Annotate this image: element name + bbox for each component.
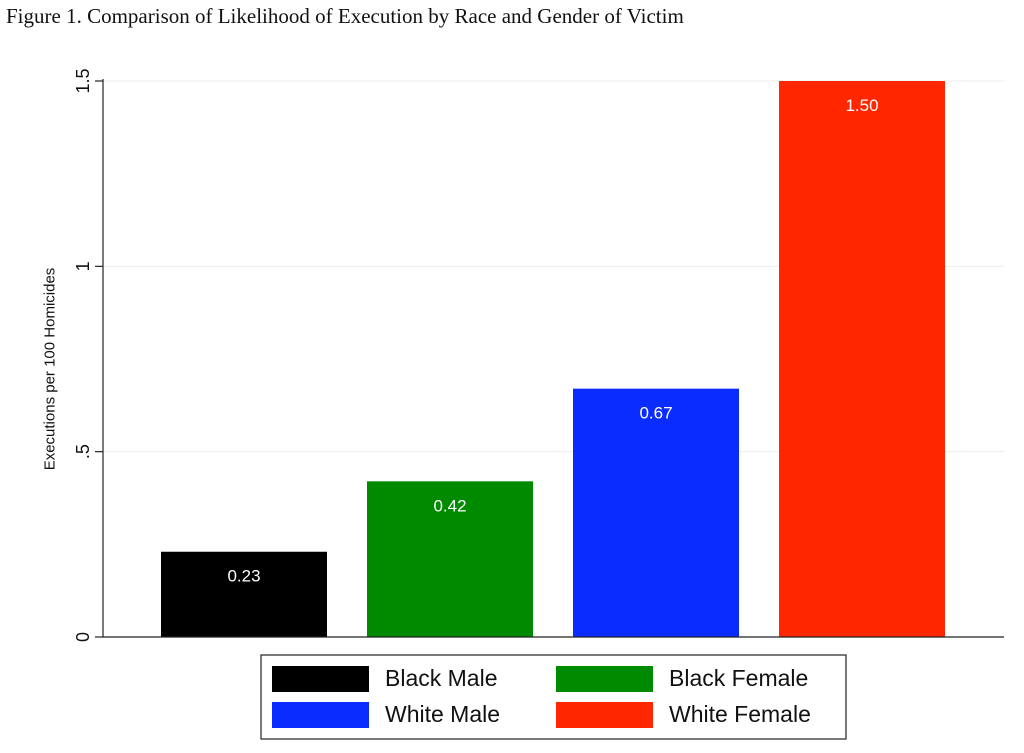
y-axis-label: Executions per 100 Homicides bbox=[42, 268, 59, 471]
bar-white-male bbox=[573, 388, 739, 637]
legend-label: White Female bbox=[669, 701, 811, 727]
legend-swatch bbox=[556, 666, 653, 692]
bar-value-label: 0.23 bbox=[227, 567, 260, 586]
y-tick-label: 1.5 bbox=[73, 68, 93, 93]
bar-white-female bbox=[779, 81, 945, 637]
y-axis: 0 .5 1 1.5 bbox=[73, 68, 1004, 642]
bar-value-label: 0.67 bbox=[639, 404, 672, 423]
legend-label: White Male bbox=[385, 701, 500, 727]
bar-black-male bbox=[161, 551, 327, 637]
legend-label: Black Male bbox=[385, 665, 497, 691]
legend-label: Black Female bbox=[669, 665, 808, 691]
bar-black-female bbox=[367, 481, 533, 637]
legend-swatch bbox=[272, 702, 369, 728]
y-tick-label: 1 bbox=[73, 261, 93, 271]
bar-value-label: 1.50 bbox=[845, 96, 878, 115]
y-tick-label: .5 bbox=[73, 444, 93, 459]
y-tick-label: 0 bbox=[73, 632, 93, 642]
legend-swatch bbox=[556, 702, 653, 728]
figure-title: Figure 1. Comparison of Likelihood of Ex… bbox=[6, 4, 684, 28]
legend: Black Male Black Female White Male White Fe… bbox=[260, 654, 847, 740]
legend-swatch bbox=[272, 666, 369, 692]
bars: 0.23 0.42 0.67 1.50 bbox=[161, 81, 945, 637]
bar-value-label: 0.42 bbox=[433, 496, 466, 515]
